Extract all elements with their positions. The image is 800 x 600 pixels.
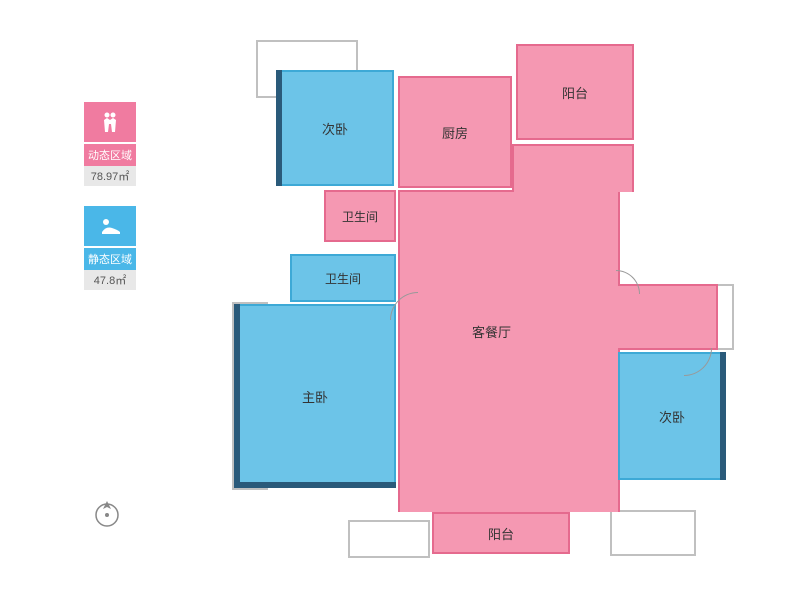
legend-static-label: 静态区域 bbox=[84, 248, 136, 270]
legend-static: 静态区域 47.8㎡ bbox=[75, 206, 145, 290]
label-kitchen: 厨房 bbox=[442, 123, 468, 142]
room-bathroom-main: 卫生间 bbox=[290, 254, 396, 302]
wall-bedroom-top bbox=[276, 70, 282, 186]
label-living: 客餐厅 bbox=[472, 322, 511, 341]
label-balcony-bottom: 阳台 bbox=[488, 524, 514, 543]
label-master-bedroom: 主卧 bbox=[302, 387, 328, 406]
room-living-top-strip bbox=[512, 144, 634, 192]
legend-panel: 动态区域 78.97㎡ 静态区域 47.8㎡ bbox=[75, 102, 145, 310]
room-living-main bbox=[398, 190, 620, 512]
room-bedroom-right: 次卧 bbox=[618, 352, 726, 480]
wall-master-left bbox=[234, 304, 240, 488]
floorplan: 阳台 厨房 次卧 卫生间 客餐厅 卫生间 主卧 次卧 阳台 bbox=[240, 22, 760, 574]
room-bedroom-top: 次卧 bbox=[276, 70, 394, 186]
outline-bottom-left bbox=[348, 520, 430, 558]
room-master-bedroom: 主卧 bbox=[234, 304, 396, 488]
label-bathroom-main: 卫生间 bbox=[325, 270, 361, 287]
label-bedroom-top: 次卧 bbox=[322, 119, 348, 138]
label-bathroom-small: 卫生间 bbox=[342, 208, 378, 225]
label-bedroom-right: 次卧 bbox=[659, 407, 685, 426]
legend-dynamic: 动态区域 78.97㎡ bbox=[75, 102, 145, 186]
legend-dynamic-value: 78.97㎡ bbox=[84, 166, 136, 186]
room-balcony-top: 阳台 bbox=[516, 44, 634, 140]
compass-icon bbox=[92, 498, 122, 533]
outline-bottom-right bbox=[610, 510, 696, 556]
room-balcony-bottom: 阳台 bbox=[432, 512, 570, 554]
door-arc-2 bbox=[616, 270, 640, 294]
room-bathroom-small: 卫生间 bbox=[324, 190, 396, 242]
rest-icon bbox=[84, 206, 136, 246]
wall-bedroom-right bbox=[720, 352, 726, 480]
label-balcony-top: 阳台 bbox=[562, 83, 588, 102]
people-icon bbox=[84, 102, 136, 142]
room-kitchen: 厨房 bbox=[398, 76, 512, 188]
legend-static-value: 47.8㎡ bbox=[84, 270, 136, 290]
wall-master-bottom bbox=[234, 482, 396, 488]
legend-dynamic-label: 动态区域 bbox=[84, 144, 136, 166]
